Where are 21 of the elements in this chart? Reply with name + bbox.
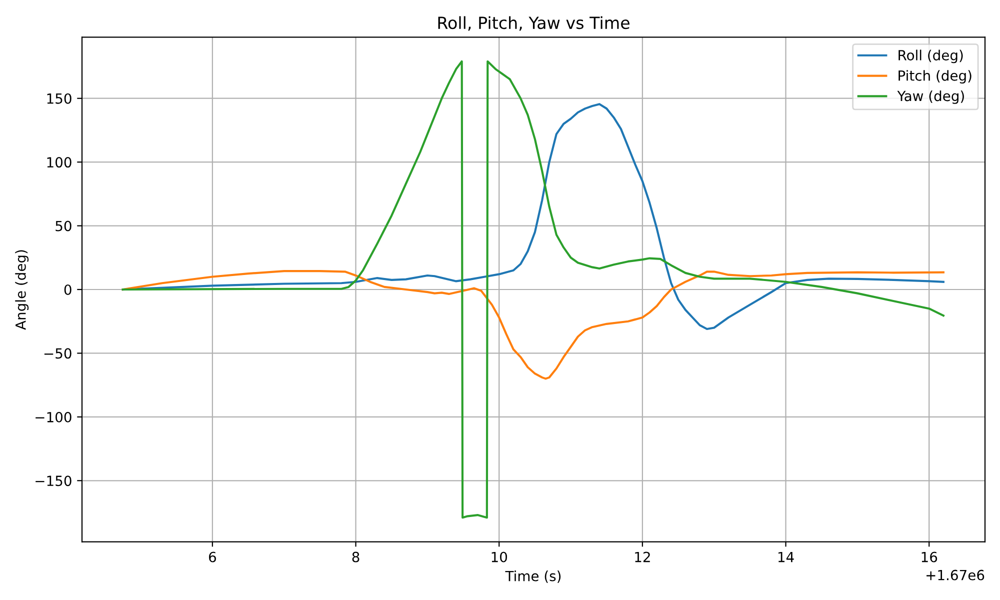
- legend-label: Roll (deg): [898, 50, 963, 64]
- y-tick-label: 50: [56, 220, 72, 232]
- x-tick-label: 10: [492, 552, 508, 562]
- y-tick-label: −50: [44, 348, 72, 359]
- x-tick-label: 12: [635, 552, 650, 562]
- x-tick-label: 16: [922, 552, 938, 562]
- y-axis-title: Angle (deg): [15, 250, 29, 330]
- y-tick-label: −100: [36, 412, 72, 422]
- y-tick-label: −150: [36, 476, 72, 486]
- y-tick-label: 100: [47, 157, 72, 168]
- x-tick-label: 8: [352, 552, 360, 562]
- legend-label: Pitch (deg): [898, 70, 972, 84]
- legend-label: Yaw (deg): [897, 90, 964, 104]
- line-series: [122, 270, 944, 380]
- x-tick-label: 6: [208, 552, 216, 562]
- x-axis-title: Time (s): [505, 570, 561, 583]
- y-tick-label: 150: [47, 93, 72, 104]
- y-tick-label: 0: [64, 284, 72, 295]
- x-tick-label: 14: [778, 552, 794, 562]
- text: +1.67e6: [926, 570, 984, 580]
- chart-title: Roll, Pitch, Yaw vs Time: [438, 16, 630, 31]
